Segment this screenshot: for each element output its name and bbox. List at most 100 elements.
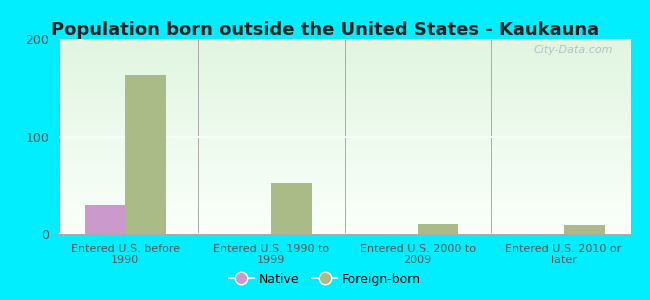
Bar <box>58 114 630 116</box>
Bar <box>58 64 630 65</box>
Bar <box>58 203 630 204</box>
Bar <box>58 105 630 106</box>
Bar <box>58 103 630 104</box>
Bar <box>58 57 630 59</box>
Bar <box>58 131 630 133</box>
Bar <box>58 169 630 170</box>
Bar <box>564 225 604 234</box>
Bar <box>58 108 630 109</box>
Bar <box>58 75 630 77</box>
Bar <box>58 70 630 71</box>
Bar <box>58 176 630 177</box>
Bar <box>58 58 630 60</box>
Bar <box>58 147 630 148</box>
Bar <box>58 100 630 101</box>
Bar <box>58 149 630 151</box>
Bar <box>58 138 630 139</box>
Bar <box>58 109 630 110</box>
Bar <box>58 194 630 195</box>
Bar <box>58 139 630 140</box>
Bar <box>58 167 630 168</box>
Bar <box>58 164 630 165</box>
Bar <box>58 135 630 136</box>
Bar <box>58 136 630 138</box>
Bar <box>58 110 630 112</box>
Bar <box>58 79 630 81</box>
Bar <box>58 47 630 48</box>
Bar <box>58 99 630 100</box>
Bar <box>58 178 630 179</box>
Bar <box>58 207 630 208</box>
Bar <box>58 225 630 226</box>
Bar <box>58 53 630 55</box>
Bar <box>58 174 630 175</box>
Bar <box>58 44 630 46</box>
Bar <box>58 125 630 126</box>
Bar <box>58 42 630 43</box>
Bar <box>58 116 630 117</box>
Bar <box>58 122 630 124</box>
Bar <box>58 40 630 42</box>
Bar <box>58 165 630 166</box>
Bar <box>58 179 630 181</box>
Bar <box>58 208 630 209</box>
Bar <box>58 62 630 64</box>
Bar <box>58 156 630 157</box>
Bar <box>58 229 630 230</box>
Bar <box>58 104 630 105</box>
Bar <box>58 48 630 50</box>
Bar <box>58 78 630 79</box>
Bar <box>58 191 630 192</box>
Bar <box>58 83 630 85</box>
Bar <box>58 130 630 131</box>
Bar <box>58 216 630 217</box>
Bar <box>58 46 630 47</box>
Bar <box>58 227 630 229</box>
Bar <box>58 87 630 88</box>
Bar <box>58 161 630 163</box>
Bar <box>58 172 630 173</box>
Bar <box>58 183 630 184</box>
Bar <box>58 91 630 92</box>
Bar <box>58 206 630 207</box>
Bar <box>84 205 125 234</box>
Bar <box>58 213 630 214</box>
Bar <box>58 177 630 178</box>
Bar <box>58 133 630 134</box>
Bar <box>58 73 630 74</box>
Bar <box>58 200 630 202</box>
Bar <box>58 198 630 199</box>
Bar <box>58 160 630 161</box>
Bar <box>58 151 630 152</box>
Bar <box>58 224 630 225</box>
Bar <box>58 212 630 213</box>
Bar <box>58 187 630 188</box>
Bar <box>58 148 630 149</box>
Bar <box>58 181 630 182</box>
Bar <box>58 128 630 129</box>
Bar <box>58 55 630 56</box>
Bar <box>58 142 630 143</box>
Bar <box>58 86 630 87</box>
Bar <box>58 204 630 206</box>
Bar <box>58 221 630 222</box>
Bar <box>58 218 630 220</box>
Bar <box>58 170 630 172</box>
Bar <box>58 74 630 75</box>
Bar <box>58 140 630 142</box>
Bar <box>58 82 630 83</box>
Bar <box>58 159 630 160</box>
Legend: Native, Foreign-born: Native, Foreign-born <box>224 268 426 291</box>
Bar <box>58 39 630 40</box>
Bar <box>58 71 630 73</box>
Bar <box>58 157 630 159</box>
Bar <box>125 75 166 234</box>
Bar <box>58 69 630 70</box>
Bar <box>58 77 630 78</box>
Bar <box>58 101 630 103</box>
Bar <box>58 85 630 86</box>
Bar <box>58 199 630 200</box>
Bar <box>58 117 630 118</box>
Bar <box>58 226 630 227</box>
Bar <box>58 190 630 191</box>
